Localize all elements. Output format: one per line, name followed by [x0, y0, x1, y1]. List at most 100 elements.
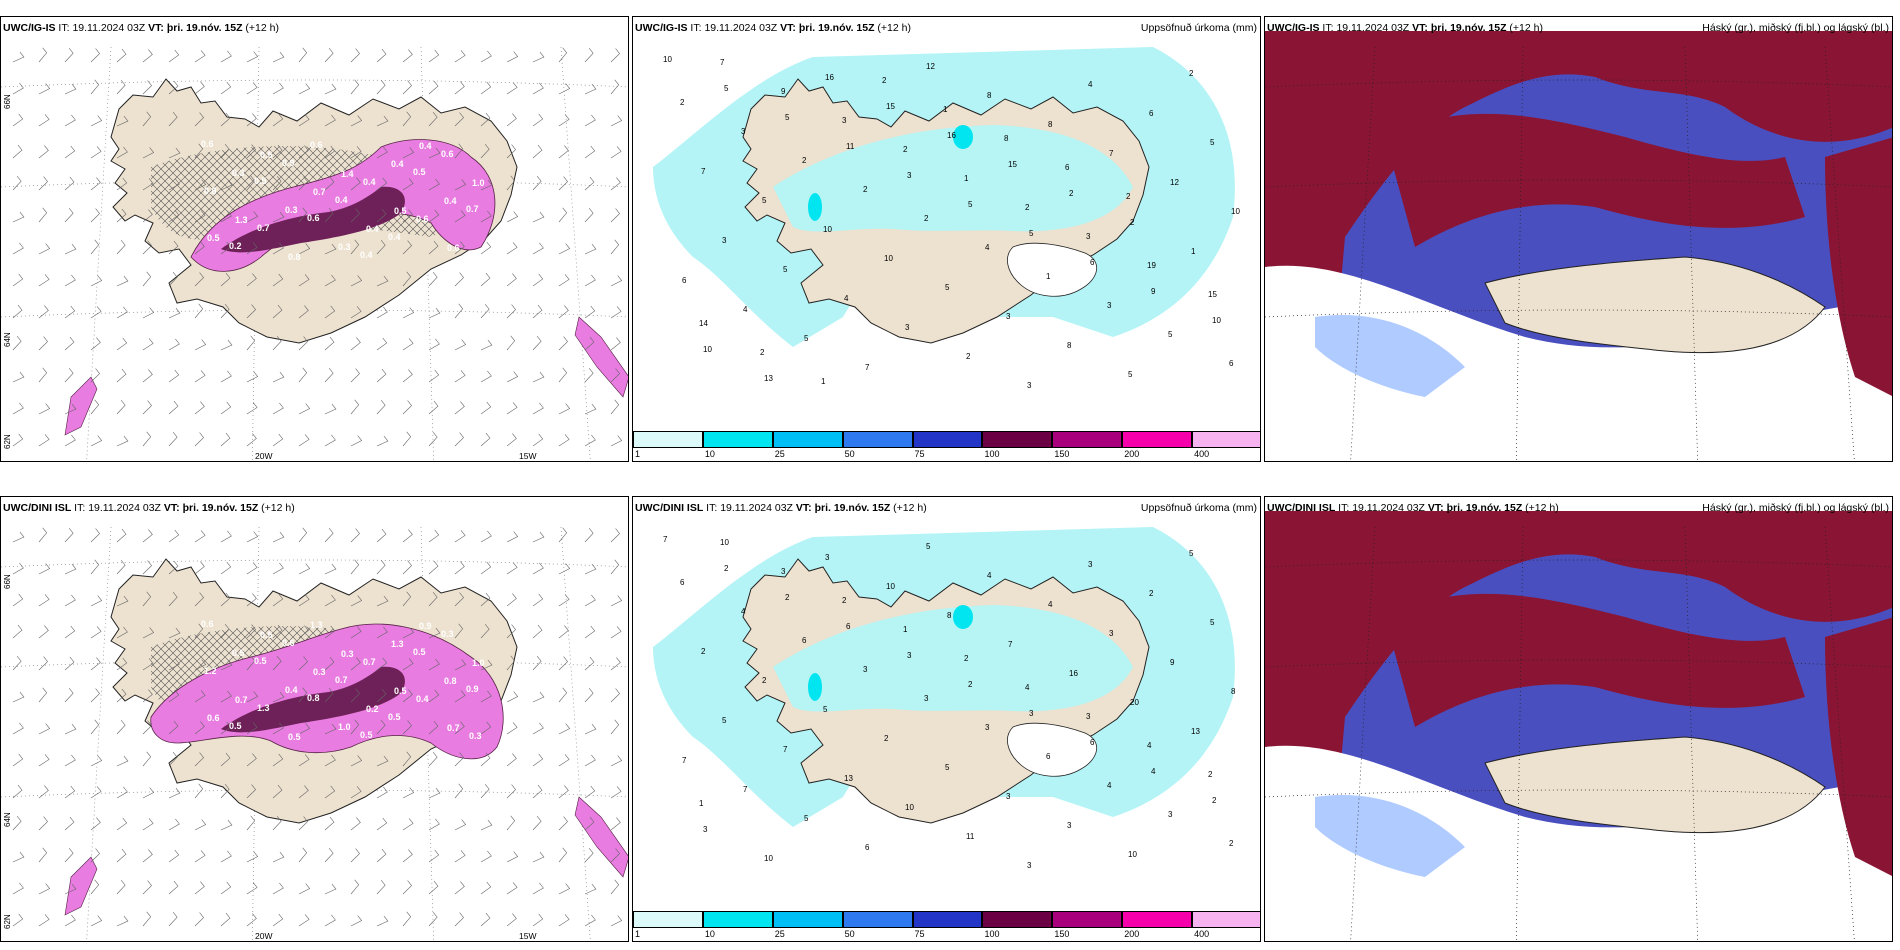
precip-number: 5: [823, 705, 828, 714]
lon-label: 15W: [519, 931, 537, 941]
wind-barbs: [12, 527, 623, 927]
wind-barb: [298, 403, 311, 415]
legend-swatch: [912, 911, 983, 928]
wind-barb: [610, 657, 621, 671]
wind-barb: [246, 51, 259, 63]
wind-barb: [142, 49, 153, 63]
wind-barb: [220, 659, 233, 671]
precip-number: 8: [1231, 687, 1236, 696]
precip-number: 2: [966, 352, 971, 361]
wind-barb: [12, 562, 24, 575]
wind-barb: [376, 368, 387, 383]
wind-barb: [584, 594, 596, 607]
wind-barb: [168, 111, 178, 127]
wind-barb: [168, 147, 181, 159]
panel-title: UWC/IG-IS IT: 19.11.2024 03Z VT: þri. 19…: [635, 22, 911, 34]
wind-barb: [558, 274, 570, 287]
precip-heavy-area: [953, 125, 973, 149]
wind-barb: [12, 273, 24, 287]
wind-barb: [142, 751, 152, 767]
panel-title: UWC/DINI ISL IT: 19.11.2024 03Z VT: þri.…: [1267, 502, 1559, 514]
wind-barb: [220, 819, 233, 831]
wind-barb: [194, 179, 207, 191]
precip-number: 6: [1065, 163, 1070, 172]
wind-barb: [480, 690, 492, 703]
precip-number: 2: [1212, 796, 1217, 805]
wind-barb: [272, 913, 284, 927]
wind-barb: [376, 208, 387, 223]
wind-barb: [402, 178, 414, 191]
wind-barb: [168, 338, 180, 351]
wind-barbs: [12, 47, 623, 447]
wind-barb: [90, 688, 100, 703]
wind-barb: [532, 242, 544, 255]
wind-barb: [12, 211, 25, 223]
precip-number: 10: [1231, 207, 1240, 216]
precip-number: 10: [884, 254, 893, 263]
wind-barb: [298, 207, 308, 223]
wind-barb: [480, 370, 492, 383]
precip-number: 5: [968, 200, 973, 209]
wind-barb: [90, 368, 100, 383]
wind-barb: [532, 784, 543, 799]
wind-barb: [402, 787, 415, 799]
wind-barb: [298, 336, 308, 351]
legend-label: 50: [844, 449, 855, 459]
wind-barb: [558, 914, 570, 927]
wind-barb: [38, 274, 50, 287]
wind-barb: [220, 850, 232, 863]
wind-barb: [298, 114, 310, 127]
precip-number: 2: [884, 734, 889, 743]
graticule-line: [1265, 659, 1892, 668]
legend-swatch: [772, 431, 843, 448]
wind-barb: [38, 656, 48, 671]
wind-barb: [584, 83, 597, 95]
wind-barb: [558, 527, 568, 543]
wind-barb: [38, 207, 48, 223]
wind-barb: [38, 847, 48, 863]
wind-barb: [558, 594, 570, 607]
wind-barb: [12, 753, 24, 767]
precip-number: 3: [781, 567, 786, 576]
panel-title: UWC/DINI ISL IT: 19.11.2024 03Z VT: þri.…: [635, 502, 927, 514]
wind-barb: [376, 146, 388, 159]
wind-barb: [402, 849, 413, 863]
wind-barb: [610, 146, 622, 159]
wind-barb: [428, 911, 438, 927]
wind-barb: [90, 786, 102, 799]
legend-swatch: [842, 431, 913, 448]
precip-number: 8: [947, 611, 952, 620]
snow-value: 0.5: [394, 686, 407, 696]
wind-barb: [298, 723, 311, 735]
wind-barb: [376, 848, 387, 863]
legend-swatch: [1052, 431, 1123, 448]
wind-barb: [584, 723, 597, 735]
precip-number: 4: [1107, 781, 1112, 790]
wind-barb: [454, 850, 466, 863]
wind-barb: [506, 562, 518, 575]
wind-barb: [454, 272, 464, 287]
wind-barb: [38, 47, 48, 63]
precip-number: 5: [1128, 370, 1133, 379]
wind-barb: [480, 339, 493, 351]
graticule-line: [1, 789, 628, 798]
wind-barb: [428, 658, 440, 671]
wind-barb: [298, 563, 311, 575]
wind-barb: [506, 624, 516, 639]
wind-barb: [116, 306, 128, 319]
wind-barb: [454, 561, 465, 575]
wind-barb: [194, 401, 205, 415]
snow-value: 1.0: [472, 178, 485, 188]
wind-barb: [142, 209, 153, 223]
wind-barb: [558, 785, 569, 799]
precip-number: 10: [905, 803, 914, 812]
precip-number: 2: [1025, 203, 1030, 212]
wind-barb: [376, 626, 388, 639]
snow-value: 0.5: [232, 648, 245, 658]
precip-number: 2: [882, 76, 887, 85]
wind-barb: [480, 659, 493, 671]
wind-barb: [38, 176, 48, 191]
precip-number: 7: [743, 785, 748, 794]
snow-value: 0.8: [204, 186, 217, 196]
snow-value: 1.0: [472, 658, 485, 668]
